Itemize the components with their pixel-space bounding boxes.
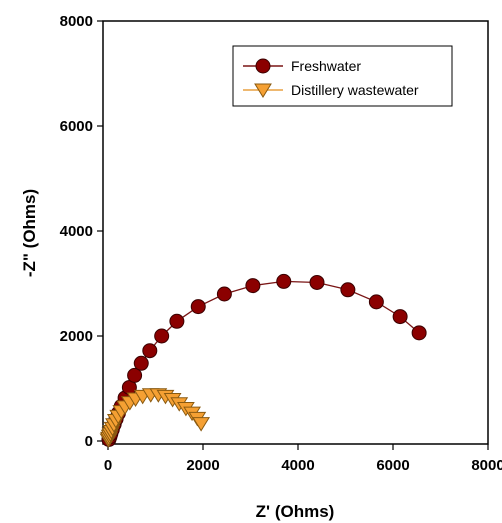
data-point: [276, 273, 292, 289]
y-axis-title: -Z" (Ohms): [20, 189, 39, 277]
legend: Freshwater Distillery wastewater: [232, 45, 453, 107]
data-point: [216, 286, 232, 302]
x-tick-label: 8000: [471, 457, 502, 474]
series-distillery: [99, 388, 210, 448]
data-point: [411, 325, 427, 341]
data-point: [133, 355, 149, 371]
y-tick-label: 6000: [60, 118, 93, 135]
data-point: [154, 328, 170, 344]
data-point: [127, 367, 143, 383]
y-tick-label: 8000: [60, 13, 93, 30]
legend-marker-distillery: [254, 83, 272, 98]
axis-ticks: 0 2000 4000 6000 8000 0 2000 4000 6000 8000: [60, 13, 502, 474]
series-freshwater: [101, 273, 427, 447]
data-point: [169, 313, 185, 329]
x-tick-label: 4000: [281, 457, 314, 474]
legend-label-distillery: Distillery wastewater: [291, 82, 419, 98]
y-tick-label: 4000: [60, 223, 93, 240]
data-point: [340, 282, 356, 298]
plot-frame: [102, 20, 489, 445]
legend-marker-freshwater: [255, 58, 271, 74]
data-point: [309, 274, 325, 290]
data-point: [245, 278, 261, 294]
x-tick-label: 0: [104, 457, 112, 474]
y-tick-label: 0: [85, 433, 93, 450]
data-point: [192, 417, 210, 432]
y-tick-label: 2000: [60, 328, 93, 345]
series-layer: [99, 273, 427, 448]
data-point: [142, 343, 158, 359]
legend-box: [232, 45, 453, 107]
data-point: [392, 309, 408, 325]
legend-label-freshwater: Freshwater: [291, 58, 361, 74]
x-axis-title: Z' (Ohms): [256, 502, 335, 521]
data-point: [190, 299, 206, 315]
x-tick-label: 2000: [186, 457, 219, 474]
data-point: [368, 294, 384, 310]
x-tick-label: 6000: [376, 457, 409, 474]
